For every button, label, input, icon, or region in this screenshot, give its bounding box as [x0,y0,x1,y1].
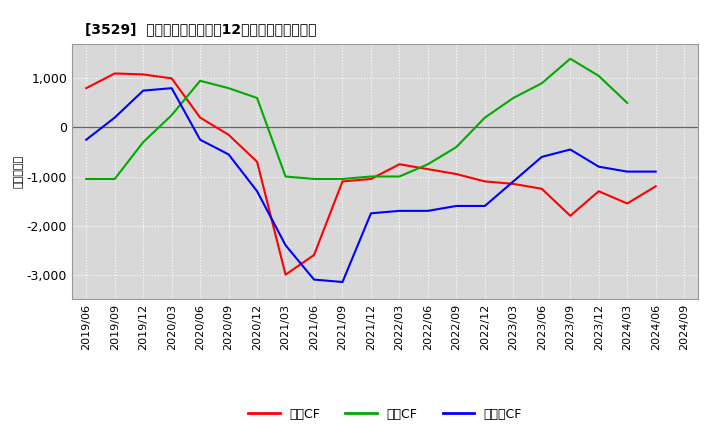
Text: [3529]  キャッシュフローの12か月移動合計の推移: [3529] キャッシュフローの12か月移動合計の推移 [84,22,316,36]
Y-axis label: （百万円）: （百万円） [14,155,24,188]
Legend: 営業CF, 投資CF, フリーCF: 営業CF, 投資CF, フリーCF [243,403,527,425]
